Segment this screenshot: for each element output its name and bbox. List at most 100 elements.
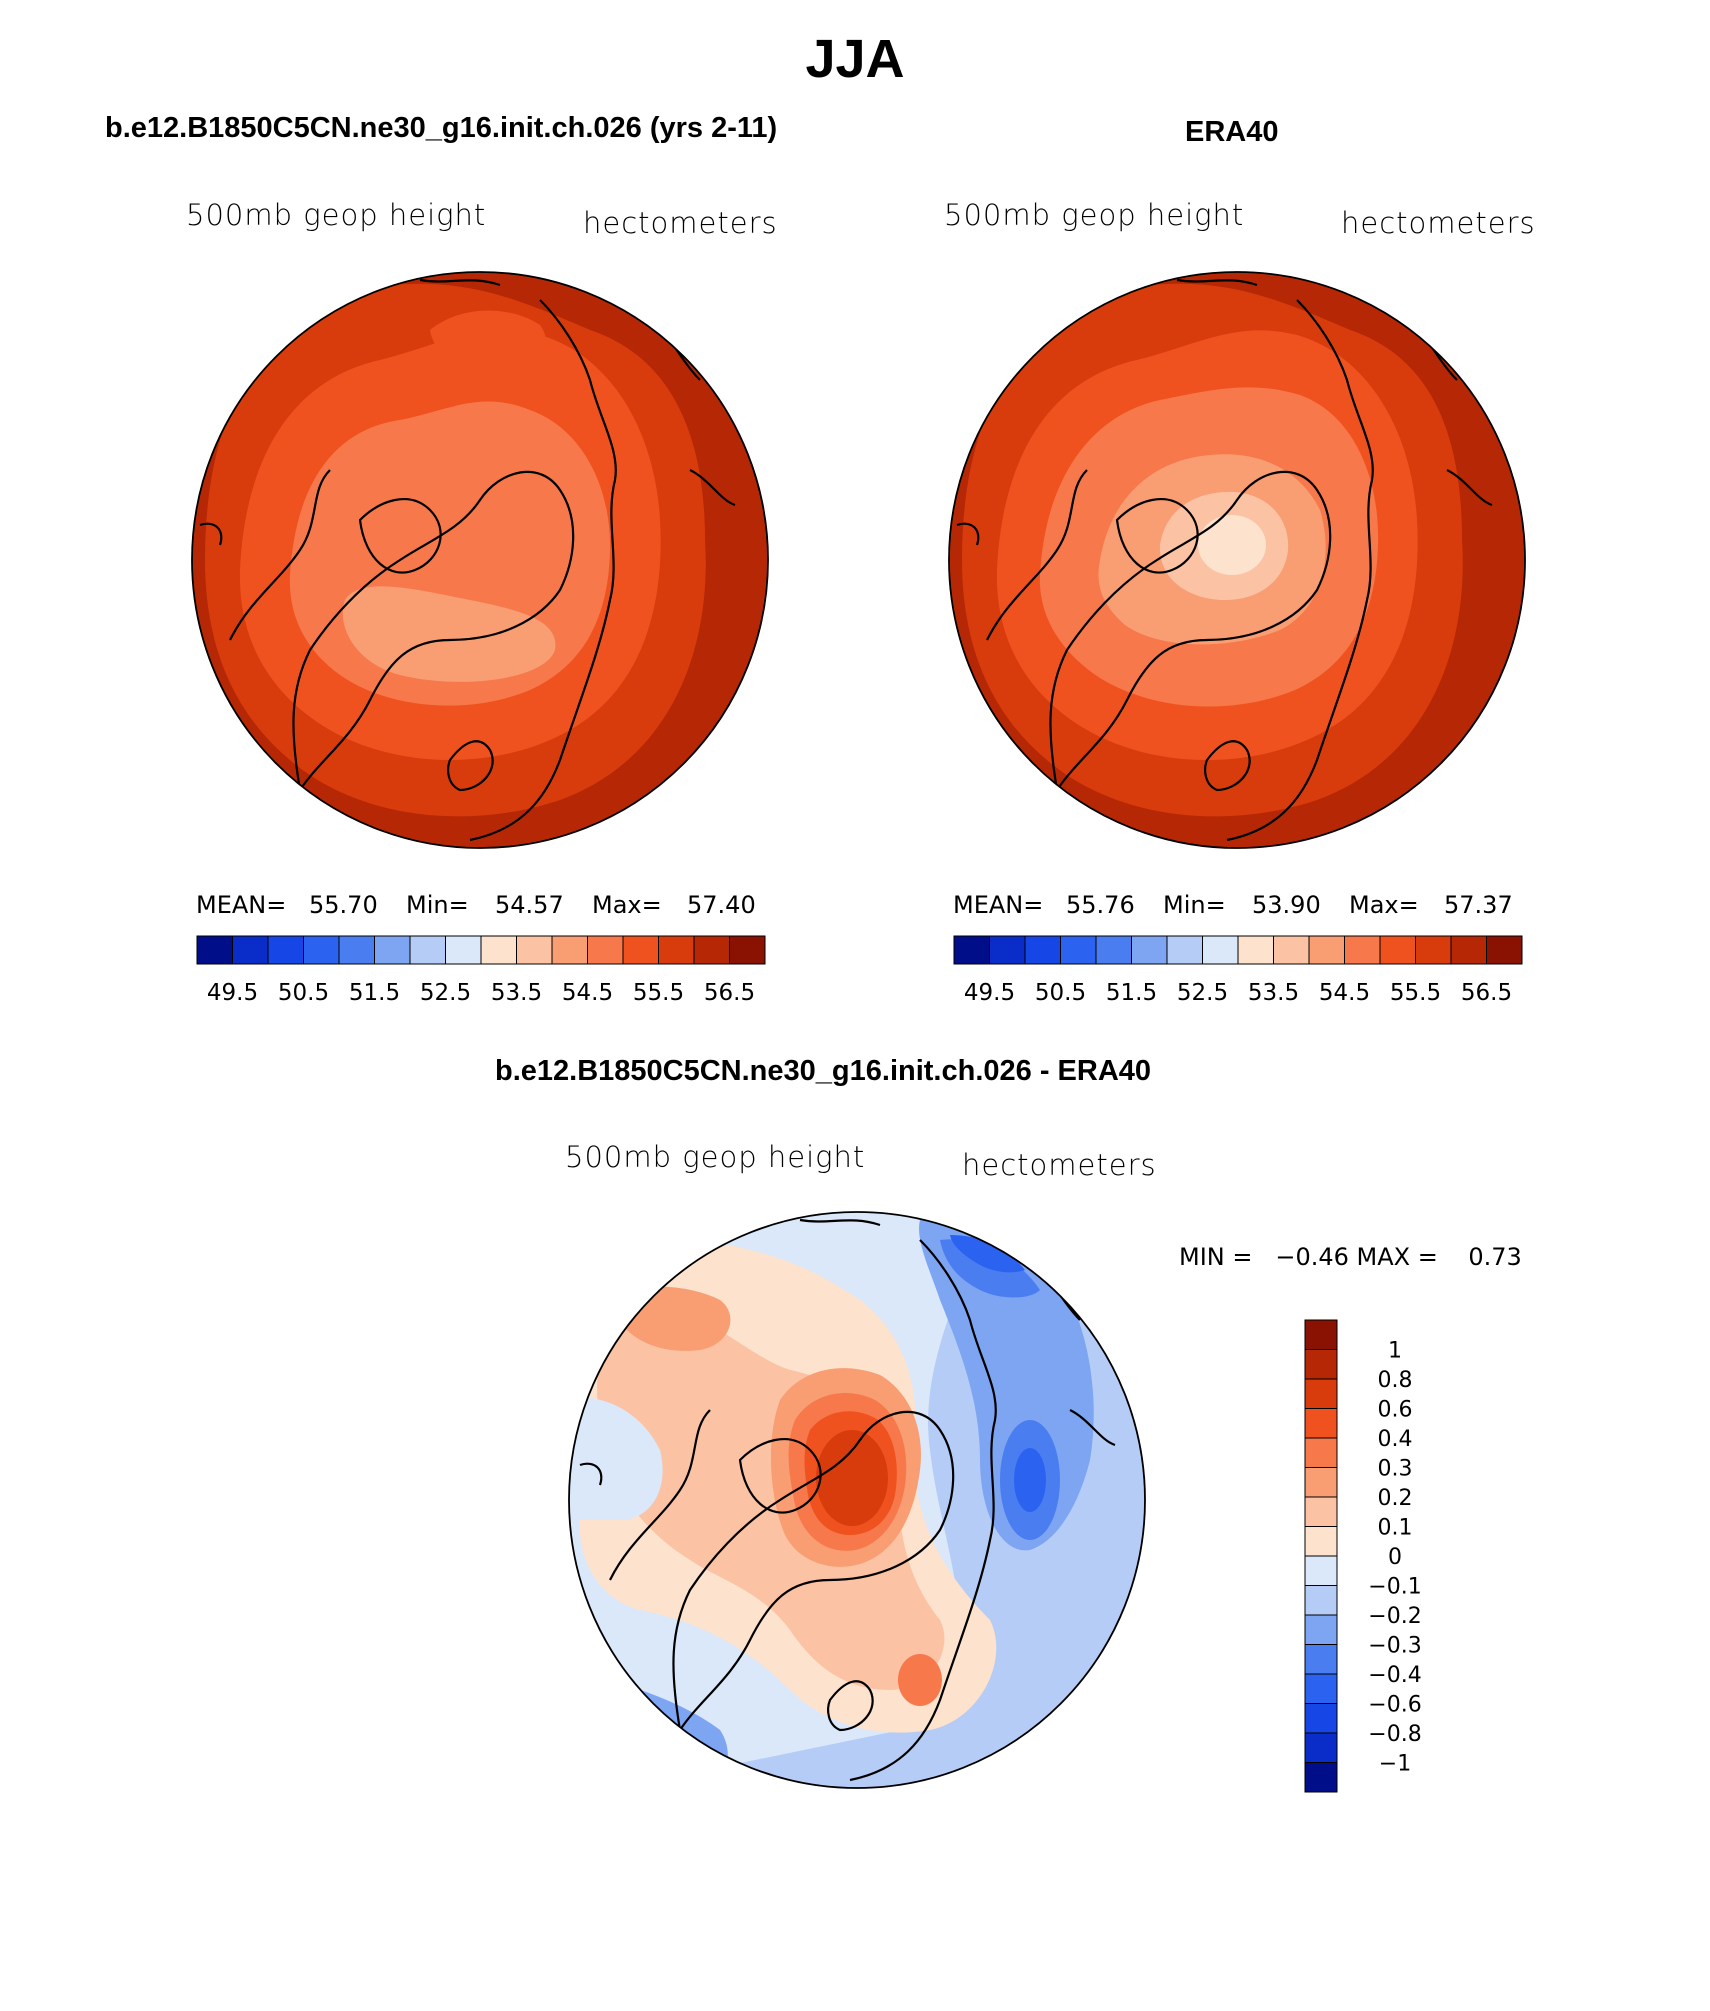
colorbar-swatch xyxy=(1304,1496,1338,1527)
difference-contour-band xyxy=(1014,1448,1046,1512)
colorbar-swatch xyxy=(232,935,269,965)
colorbar-tick-label: −1 xyxy=(1379,1752,1411,1777)
panel-2-max-label: Max= xyxy=(1349,891,1419,919)
colorbar-tick-label: 0.8 xyxy=(1378,1368,1413,1393)
colorbar-tick-label: 51.5 xyxy=(1106,980,1157,1006)
panel-2-min-value: 53.90 xyxy=(1252,891,1321,919)
difference-units-label: hectometers xyxy=(962,1148,1157,1182)
colorbar-swatch xyxy=(374,935,411,965)
colorbar-tick-label: 0.3 xyxy=(1378,1457,1413,1482)
colorbar-swatch xyxy=(1304,1585,1338,1616)
difference-contour-band xyxy=(898,1654,942,1706)
colorbar-tick-label: 54.5 xyxy=(1319,980,1370,1006)
colorbar-swatch xyxy=(1304,1555,1338,1586)
colorbar-tick-label: −0.6 xyxy=(1368,1693,1421,1718)
colorbar-swatch xyxy=(953,935,990,965)
colorbar-swatch xyxy=(338,935,375,965)
panel-2-map-boundary xyxy=(948,271,1526,849)
colorbar-swatch xyxy=(1304,1349,1338,1380)
colorbar-swatch xyxy=(729,935,766,965)
panel-2-max-value: 57.37 xyxy=(1444,891,1513,919)
colorbar-swatch xyxy=(1202,935,1239,965)
panel-2-coastlines xyxy=(956,278,1493,842)
colorbar-swatch xyxy=(480,935,517,965)
panel-2-units-label: hectometers xyxy=(1341,206,1536,240)
panel-2-map xyxy=(948,271,1526,849)
colorbar-swatch xyxy=(551,935,588,965)
colorbar-swatch xyxy=(1304,1526,1338,1557)
colorbar-swatch xyxy=(1131,935,1168,965)
colorbar-tick-label: 52.5 xyxy=(1177,980,1228,1006)
panel-1-units-label: hectometers xyxy=(583,206,778,240)
colorbar-swatch xyxy=(1450,935,1487,965)
colorbar-tick-label: 55.5 xyxy=(1390,980,1441,1006)
colorbar-swatch xyxy=(303,935,340,965)
panel-2-colorbar: 49.5 50.5 51.5 52.5 53.5 54.5 55.5 56.5 xyxy=(953,935,1523,1006)
colorbar-swatch xyxy=(693,935,730,965)
colorbar-tick-label: −0.8 xyxy=(1368,1722,1421,1747)
panel-1-min-value: 54.57 xyxy=(495,891,564,919)
panel-1-mean-value: 55.70 xyxy=(309,891,378,919)
panel-1-variable-label: 500mb geop height xyxy=(186,198,487,232)
colorbar-swatch xyxy=(1304,1673,1338,1704)
colorbar-swatch xyxy=(1308,935,1345,965)
difference-contour-band xyxy=(590,1740,665,1788)
colorbar-tick-label: 0.4 xyxy=(1378,1427,1413,1452)
panel-1-contour-band xyxy=(342,586,556,682)
colorbar-swatch xyxy=(1095,935,1132,965)
colorbar-tick-label: 0.1 xyxy=(1378,1516,1413,1541)
colorbar-tick-label: 55.5 xyxy=(633,980,684,1006)
colorbar-swatch xyxy=(1486,935,1523,965)
difference-contour-band xyxy=(569,1397,663,1520)
colorbar-swatch xyxy=(1304,1467,1338,1498)
difference-contour-band xyxy=(816,1430,888,1526)
colorbar-tick-label: 0.2 xyxy=(1378,1486,1413,1511)
panel-2-mean-value: 55.76 xyxy=(1066,891,1135,919)
colorbar-swatch xyxy=(1060,935,1097,965)
colorbar-tick-label: 53.5 xyxy=(491,980,542,1006)
panel-1-map xyxy=(191,271,769,849)
colorbar-swatch xyxy=(1304,1437,1338,1468)
colorbar-tick-label: 53.5 xyxy=(1248,980,1299,1006)
colorbar-tick-label: −0.1 xyxy=(1368,1575,1421,1600)
colorbar-swatch xyxy=(989,935,1026,965)
difference-map xyxy=(568,1211,1146,1789)
difference-map-boundary xyxy=(568,1211,1146,1789)
colorbar-tick-label: 51.5 xyxy=(349,980,400,1006)
colorbar-tick-label: 50.5 xyxy=(278,980,329,1006)
colorbar-tick-label: 0.6 xyxy=(1378,1398,1413,1423)
colorbar-swatch xyxy=(1304,1644,1338,1675)
colorbar-swatch xyxy=(1304,1319,1338,1350)
panel-1-max-label: Max= xyxy=(592,891,662,919)
colorbar-swatch xyxy=(516,935,553,965)
colorbar-tick-label: −0.4 xyxy=(1368,1663,1421,1688)
colorbar-swatch xyxy=(1304,1703,1338,1734)
difference-minmax-text: MIN = −0.46 MAX = 0.73 xyxy=(1179,1243,1522,1271)
difference-panel-title: b.e12.B1850C5CN.ne30_g16.init.ch.026 - E… xyxy=(495,1055,1152,1087)
colorbar-swatch xyxy=(1304,1614,1338,1645)
colorbar-swatch xyxy=(1304,1732,1338,1763)
colorbar-swatch xyxy=(267,935,304,965)
colorbar-swatch xyxy=(1344,935,1381,965)
colorbar-swatch xyxy=(196,935,233,965)
colorbar-tick-label: −0.2 xyxy=(1368,1604,1421,1629)
colorbar-swatch xyxy=(1273,935,1310,965)
difference-contour-band xyxy=(950,1235,1025,1273)
colorbar-swatch xyxy=(1024,935,1061,965)
panel-1-mean-label: MEAN= xyxy=(196,891,287,919)
colorbar-swatch xyxy=(1304,1762,1338,1793)
colorbar-swatch xyxy=(1304,1408,1338,1439)
colorbar-tick-label: 52.5 xyxy=(420,980,471,1006)
colorbar-swatch xyxy=(445,935,482,965)
figure-title: JJA xyxy=(805,29,905,89)
colorbar-tick-label: −0.3 xyxy=(1368,1634,1421,1659)
panel-2-variable-label: 500mb geop height xyxy=(944,198,1245,232)
panel-1-map-boundary xyxy=(191,271,769,849)
panel-2-mean-label: MEAN= xyxy=(953,891,1044,919)
colorbar-swatch xyxy=(658,935,695,965)
colorbar-swatch xyxy=(622,935,659,965)
panel-1-contour-band xyxy=(430,310,546,376)
colorbar-swatch xyxy=(1237,935,1274,965)
colorbar-swatch xyxy=(1166,935,1203,965)
